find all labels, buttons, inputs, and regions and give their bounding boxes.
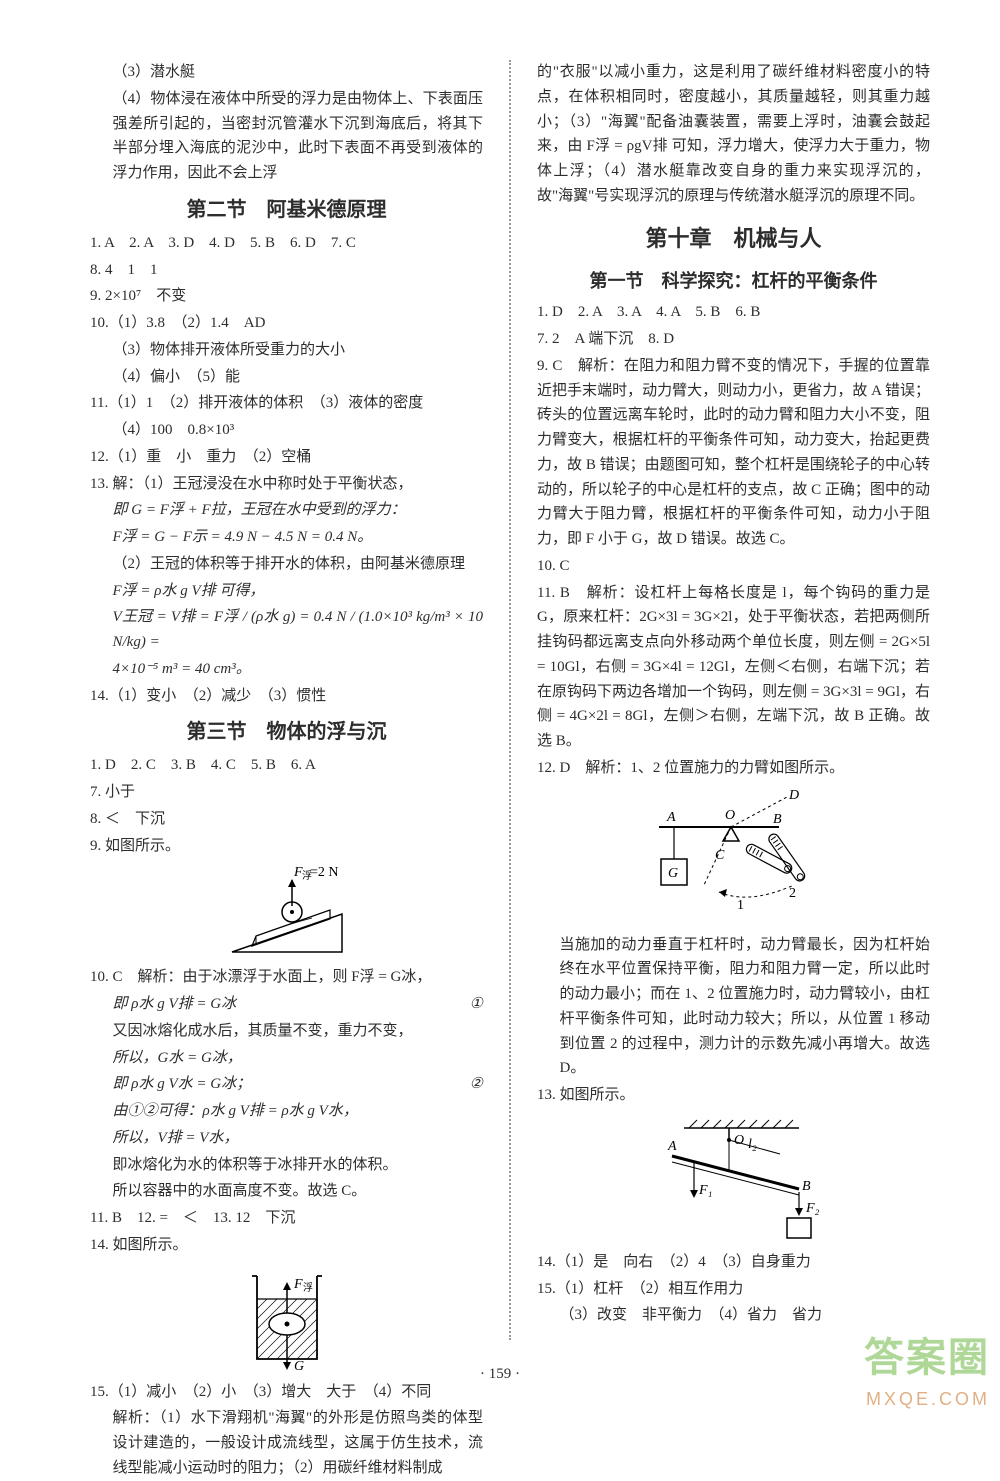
- answer-line: 10.（1）3.8 （2）1.4 AD: [90, 311, 483, 336]
- answer-line: 11. B 12. = ＜ 13. 12 下沉: [90, 1206, 483, 1231]
- answer-line: 10. C: [537, 554, 930, 579]
- text: 的"衣服"以减小重力，这是利用了碳纤维材料密度小的特点，在体积相同时，密度越小，…: [537, 60, 930, 209]
- page-container: （3）潜水艇 （4）物体浸在液体中所受的浮力是由物体上、下表面压强差所引起的，当…: [0, 0, 1000, 1380]
- left-column: （3）潜水艇 （4）物体浸在液体中所受的浮力是由物体上、下表面压强差所引起的，当…: [90, 60, 483, 1340]
- svg-text:B: B: [802, 1179, 811, 1194]
- answer-line: 14.（1）变小 （2）减少 （3）惯性: [90, 684, 483, 709]
- answer-line: 1. A 2. A 3. D 4. D 5. B 6. D 7. C: [90, 231, 483, 256]
- figure-lever-1: A O B G D C: [537, 787, 930, 927]
- page-number: · 159 ·: [0, 1362, 1000, 1387]
- section-title: 第一节 科学探究：杠杆的平衡条件: [537, 267, 930, 297]
- formula: 所以，V排 = V水，: [90, 1126, 483, 1151]
- text: 10. C 解析：由于冰漂浮于水面上，则 F浮 = G冰，: [90, 965, 483, 990]
- section-title: 第二节 阿基米德原理: [90, 194, 483, 227]
- text: 解析：（1）水下滑翔机"海翼"的外形是仿照鸟类的体型设计建造的，一般设计成流线型…: [90, 1406, 483, 1480]
- svg-text:O: O: [725, 808, 735, 823]
- formula: 4×10⁻⁵ m³ = 40 cm³。: [90, 657, 483, 682]
- answer-line: 11.（1）1 （2）排开液体的体积 （3）液体的密度: [90, 391, 483, 416]
- formula: F浮 = ρ水 g V排 可得，: [90, 579, 483, 604]
- watermark: 答案圈 MXQE.COM: [864, 1325, 990, 1415]
- formula: 由①②可得：ρ水 g V排 = ρ水 g V水，: [90, 1099, 483, 1124]
- answer-line: 9. 如图所示。: [90, 834, 483, 859]
- svg-text:O: O: [734, 1133, 744, 1148]
- section-title: 第三节 物体的浮与沉: [90, 716, 483, 749]
- answer-line: 9. 2×10⁷ 不变: [90, 284, 483, 309]
- svg-text:1: 1: [737, 898, 744, 913]
- text: 11. B 解析：设杠杆上每格长度是 l，每个钩码的重力是 G，原来杠杆：2G×…: [537, 581, 930, 754]
- answer-line: 8. 4 1 1: [90, 258, 483, 283]
- text: （4）物体浸在液体中所受的浮力是由物体上、下表面压强差所引起的，当密封沉管灌水下…: [90, 87, 483, 186]
- svg-text:D: D: [788, 788, 799, 803]
- svg-text:F₁: F₁: [698, 1183, 712, 1198]
- formula: F浮 = G − F示 = 4.9 N − 4.5 N = 0.4 N。: [90, 525, 483, 550]
- answer-line: 7. 小于: [90, 780, 483, 805]
- svg-text:A: A: [667, 1139, 677, 1154]
- svg-text:l₂: l₂: [748, 1137, 757, 1152]
- text: 12. D 解析：1、2 位置施力的力臂如图所示。: [537, 756, 930, 781]
- svg-text:G: G: [668, 866, 678, 881]
- text: （2）王冠的体积等于排开水的体积，由阿基米德原理: [90, 552, 483, 577]
- answer-line: 14.（1）是 向右 （2）4 （3）自身重力: [537, 1250, 930, 1275]
- formula: 即 ρ水 g V水 = G冰；②: [90, 1072, 483, 1097]
- watermark-text: 答案圈: [864, 1325, 990, 1391]
- answer-line: （4）偏小 （5）能: [90, 365, 483, 390]
- column-divider: [509, 60, 511, 1340]
- answer-line: 7. 2 A 端下沉 8. D: [537, 327, 930, 352]
- text: 13. 解：（1）王冠浸没在水中称时处于平衡状态，: [90, 472, 483, 497]
- watermark-url: MXQE.COM: [864, 1385, 990, 1415]
- formula: V王冠 = V排 = F浮 / (ρ水 g) = 0.4 N / (1.0×10…: [90, 605, 483, 655]
- answer-line: 13. 如图所示。: [537, 1083, 930, 1108]
- svg-text:浮: 浮: [303, 1282, 313, 1294]
- svg-text:C: C: [715, 848, 725, 863]
- formula: 所以，G水 = G冰，: [90, 1046, 483, 1071]
- answer-line: 12.（1）重 小 重力 （2）空桶: [90, 445, 483, 470]
- svg-text:=2 N: =2 N: [310, 865, 339, 880]
- text: 当施加的动力垂直于杠杆时，动力臂最长，因为杠杆始终在水平位置保持平衡，阻力和阻力…: [537, 933, 930, 1082]
- answer-line: （4）100 0.8×10³: [90, 418, 483, 443]
- answer-line: 15.（1）杠杆 （2）相互作用力: [537, 1277, 930, 1302]
- svg-text:B: B: [773, 812, 782, 827]
- figure-beaker: F浮 G: [90, 1264, 483, 1374]
- answer-line: 8. ＜ 下沉: [90, 807, 483, 832]
- text: 所以容器中的水面高度不变。故选 C。: [90, 1179, 483, 1204]
- text: （3）潜水艇: [90, 60, 483, 85]
- answer-line: 1. D 2. C 3. B 4. C 5. B 6. A: [90, 753, 483, 778]
- figure-lever-2: A O l₂ F₁ B F₂: [537, 1114, 930, 1244]
- answer-line: 1. D 2. A 3. A 4. A 5. B 6. B: [537, 300, 930, 325]
- svg-text:F: F: [293, 1277, 303, 1292]
- chapter-title: 第十章 机械与人: [537, 221, 930, 257]
- formula: 即 G = F浮 + F拉，王冠在水中受到的浮力：: [90, 498, 483, 523]
- answer-line: 14. 如图所示。: [90, 1233, 483, 1258]
- formula: 即 ρ水 g V排 = G冰①: [90, 992, 483, 1017]
- text: 即冰熔化为水的体积等于冰排开水的体积。: [90, 1153, 483, 1178]
- right-column: 的"衣服"以减小重力，这是利用了碳纤维材料密度小的特点，在体积相同时，密度越小，…: [537, 60, 930, 1340]
- svg-text:2: 2: [789, 886, 796, 901]
- text: 又因冰熔化成水后，其质量不变，重力不变，: [90, 1019, 483, 1044]
- svg-text:A: A: [666, 810, 676, 825]
- figure-incline: F 浮 =2 N: [90, 864, 483, 959]
- text: 9. C 解析：在阻力和阻力臂不变的情况下，手握的位置靠近把手末端时，动力臂大，…: [537, 354, 930, 552]
- svg-text:F₂: F₂: [805, 1201, 820, 1216]
- answer-line: （3）物体排开液体所受重力的大小: [90, 338, 483, 363]
